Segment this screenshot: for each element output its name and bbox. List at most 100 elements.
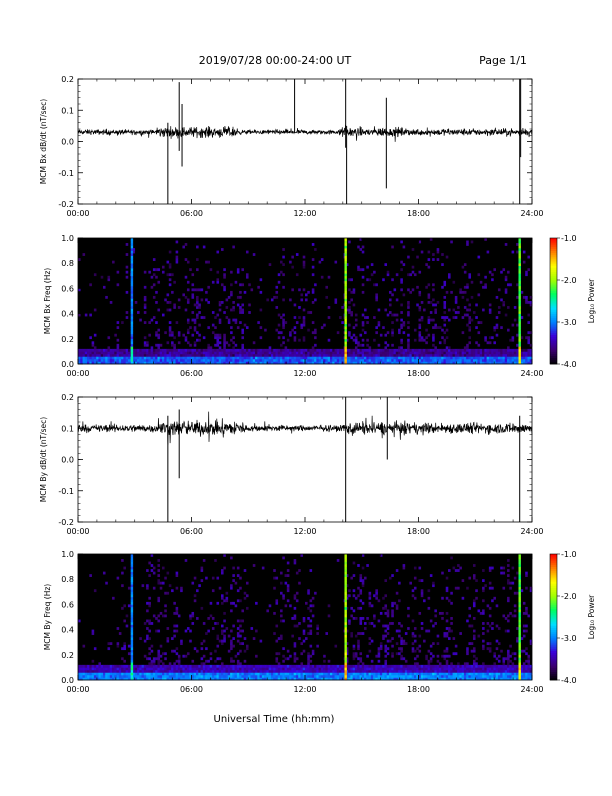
heatmap-cell xyxy=(362,567,365,570)
heatmap-cell xyxy=(112,351,115,354)
heatmap-cell xyxy=(230,665,233,668)
heatmap-cell xyxy=(221,642,224,645)
heatmap-cell xyxy=(348,589,351,592)
heatmap-cell xyxy=(453,349,456,352)
heatmap-cell xyxy=(507,354,510,357)
x-tick-label: 24:00 xyxy=(520,685,543,694)
y-tick-label: 0.2 xyxy=(61,651,74,660)
heatmap-cell xyxy=(203,316,206,319)
heatmap-cell xyxy=(89,351,92,354)
heatmap-cell xyxy=(355,349,358,352)
event-line-cell xyxy=(344,336,346,339)
heatmap-cell xyxy=(253,665,256,668)
heatmap-cell xyxy=(496,351,499,354)
heatmap-cell xyxy=(298,359,301,362)
event-line-cell xyxy=(519,253,521,256)
event-line-cell xyxy=(344,635,346,638)
heatmap-cell xyxy=(466,314,469,317)
heatmap-cell xyxy=(223,667,226,670)
colorbar-swatch xyxy=(550,238,557,241)
event-line-cell xyxy=(344,288,346,291)
event-line-cell xyxy=(131,637,133,640)
heatmap-cell xyxy=(359,589,362,592)
event-line-cell xyxy=(344,341,346,344)
heatmap-cell xyxy=(321,672,324,675)
heatmap-cell xyxy=(446,635,449,638)
heatmap-cell xyxy=(289,604,292,607)
heatmap-cell xyxy=(405,670,408,673)
event-line-cell xyxy=(344,268,346,271)
heatmap-cell xyxy=(425,359,428,362)
heatmap-cell xyxy=(353,356,356,359)
event-line-cell xyxy=(519,354,521,357)
heatmap-cell xyxy=(362,665,365,668)
heatmap-cell xyxy=(459,354,462,357)
heatmap-cell xyxy=(471,241,474,244)
event-line-cell xyxy=(519,562,521,565)
heatmap-cell xyxy=(178,614,181,617)
heatmap-cell xyxy=(169,584,172,587)
heatmap-cell xyxy=(475,665,478,668)
heatmap-cell xyxy=(493,662,496,665)
heatmap-cell xyxy=(294,351,297,354)
heatmap-cell xyxy=(468,356,471,359)
heatmap-cell xyxy=(391,652,394,655)
heatmap-cell xyxy=(493,655,496,658)
heatmap-cell xyxy=(251,359,254,362)
heatmap-cell xyxy=(139,356,142,359)
heatmap-cell xyxy=(523,602,526,605)
heatmap-cell xyxy=(123,665,126,668)
heatmap-cell xyxy=(126,354,129,357)
heatmap-cell xyxy=(280,344,283,347)
heatmap-cell xyxy=(369,349,372,352)
event-line-cell xyxy=(131,567,133,570)
heatmap-cell xyxy=(425,672,428,675)
heatmap-cell xyxy=(502,665,505,668)
heatmap-cell xyxy=(480,667,483,670)
heatmap-cell xyxy=(98,675,101,678)
heatmap-cell xyxy=(169,662,172,665)
event-line-cell xyxy=(519,635,521,638)
heatmap-cell xyxy=(216,637,219,640)
event-line-cell xyxy=(519,298,521,301)
heatmap-cell xyxy=(216,336,219,339)
event-line-cell xyxy=(519,594,521,597)
heatmap-cell xyxy=(473,617,476,620)
heatmap-cell xyxy=(446,587,449,590)
heatmap-cell xyxy=(316,667,319,670)
heatmap-cell xyxy=(525,612,528,615)
heatmap-cell xyxy=(446,256,449,259)
heatmap-cell xyxy=(507,346,510,349)
heatmap-cell xyxy=(98,349,101,352)
heatmap-cell xyxy=(421,672,424,675)
heatmap-cell xyxy=(157,662,160,665)
heatmap-cell xyxy=(223,637,226,640)
heatmap-cell xyxy=(80,672,83,675)
colorbar-tick-label: -3.0 xyxy=(561,318,577,327)
heatmap-cell xyxy=(468,665,471,668)
heatmap-cell xyxy=(83,359,86,362)
heatmap-cell xyxy=(266,672,269,675)
heatmap-cell xyxy=(282,620,285,623)
heatmap-cell xyxy=(173,672,176,675)
heatmap-cell xyxy=(400,672,403,675)
heatmap-cell xyxy=(157,268,160,271)
heatmap-cell xyxy=(527,670,530,673)
event-line-cell xyxy=(131,587,133,590)
heatmap-cell xyxy=(375,665,378,668)
heatmap-cell xyxy=(173,635,176,638)
heatmap-cell xyxy=(421,351,424,354)
heatmap-cell xyxy=(387,271,390,274)
heatmap-cell xyxy=(362,667,365,670)
heatmap-cell xyxy=(296,665,299,668)
heatmap-cell xyxy=(500,356,503,359)
heatmap-cell xyxy=(239,291,242,294)
heatmap-cell xyxy=(439,670,442,673)
heatmap-cell xyxy=(328,665,331,668)
heatmap-cell xyxy=(380,672,383,675)
heatmap-cell xyxy=(375,670,378,673)
heatmap-cell xyxy=(471,354,474,357)
heatmap-cell xyxy=(412,620,415,623)
